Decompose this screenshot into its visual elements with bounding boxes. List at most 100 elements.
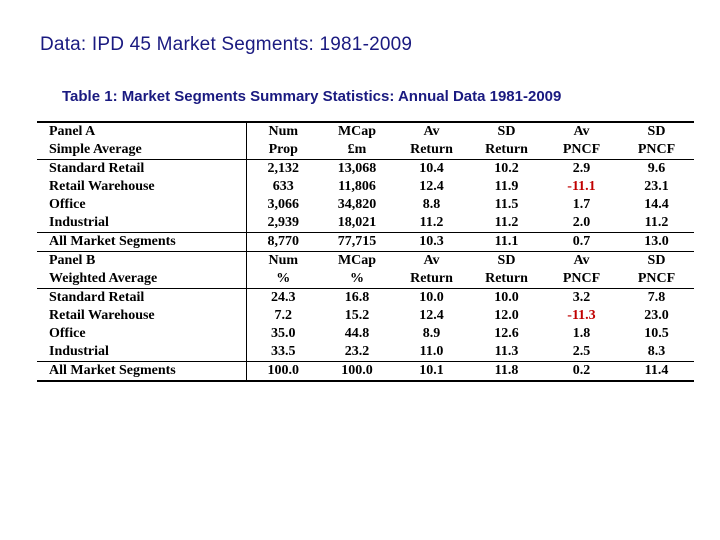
header-cell-value: Num xyxy=(245,121,320,141)
data-cell-value: 12.4 xyxy=(419,179,444,194)
header-cell-value: MCap xyxy=(320,121,394,141)
data-cell-value: 11.2 xyxy=(494,215,519,230)
data-cell-value: 11,806 xyxy=(338,179,376,194)
unit-cell-value: PNCF xyxy=(619,141,694,160)
total-cell-value: 11.8 xyxy=(469,361,544,381)
table-row: Office 3,066 34,820 8.8 11.5 1.7 14.4 xyxy=(37,196,694,214)
data-cell-value: 7.8 xyxy=(647,290,666,305)
data-cell-value: 7.2 xyxy=(245,307,320,325)
total-cell-value: 11.1 xyxy=(469,232,544,252)
data-cell-value: 13,068 xyxy=(337,161,377,176)
data-cell-label: Industrial xyxy=(49,215,109,230)
data-cell-value: 44.8 xyxy=(344,326,370,341)
data-cell-value: 3,066 xyxy=(245,196,320,214)
data-cell-value: 1.8 xyxy=(572,326,591,341)
data-cell-value: 12.0 xyxy=(494,308,519,323)
unit-cell-value: PNCF xyxy=(544,141,619,160)
total-cell-label: All Market Segments xyxy=(37,361,246,381)
data-cell-value: 11.0 xyxy=(419,344,444,359)
header-cell-value: Av xyxy=(544,121,619,141)
total-cell-value: 100.0 xyxy=(320,361,394,381)
data-cell-value: 14.4 xyxy=(644,197,669,212)
unit-cell-value: Return xyxy=(469,270,544,289)
unit-cell-value: Prop xyxy=(245,141,320,160)
panel-header-row: Panel A Num MCap Av SD Av SD xyxy=(37,121,694,141)
data-cell-label: Standard Retail xyxy=(49,290,145,305)
total-cell-value: 8,770 xyxy=(245,232,320,252)
unit-cell-value: PNCF xyxy=(544,270,619,289)
data-cell-label: Office xyxy=(49,197,86,212)
header-cell-value: SD xyxy=(469,121,544,141)
data-cell-value: 35.0 xyxy=(245,325,320,343)
data-cell-value: 8.8 xyxy=(422,197,441,212)
data-cell-value: 633 xyxy=(245,178,320,196)
data-cell-value: 12.6 xyxy=(494,326,519,341)
total-row: All Market Segments 8,770 77,715 10.3 11.1 0.… xyxy=(37,232,694,252)
data-cell-value: 10.5 xyxy=(644,326,669,341)
total-cell-value: 10.3 xyxy=(394,232,469,252)
data-cell-label: Retail Warehouse xyxy=(49,179,155,194)
header-cell-value: Av xyxy=(394,121,469,141)
total-cell-value: 0.2 xyxy=(544,361,619,381)
data-cell-value: 9.6 xyxy=(647,161,666,176)
total-cell-value: 11.4 xyxy=(619,361,694,381)
data-cell-value: 2.0 xyxy=(572,215,591,230)
data-cell-value: 11.3 xyxy=(494,344,519,359)
header-cell-label: Panel A xyxy=(37,121,246,141)
header-cell-value: SD xyxy=(619,251,694,270)
data-cell-label: Retail Warehouse xyxy=(49,308,155,323)
table-row: Industrial 33.5 23.2 11.0 11.3 2.5 8.3 xyxy=(37,343,694,362)
data-cell-value: 2,939 xyxy=(245,214,320,233)
data-cell-value: 34,820 xyxy=(337,197,377,212)
unit-cell-value: PNCF xyxy=(619,270,694,289)
data-cell-value: 15.2 xyxy=(344,308,370,323)
header-cell-value: SD xyxy=(469,251,544,270)
table-row: Retail Warehouse 7.2 15.2 12.4 12.0 -11.3 23.0 xyxy=(37,307,694,325)
header-cell-value: Num xyxy=(245,251,320,270)
unit-cell-value: Return xyxy=(469,141,544,160)
total-cell-value: 0.7 xyxy=(544,232,619,252)
data-cell-value: 3.2 xyxy=(572,290,591,305)
table-row: Office 35.0 44.8 8.9 12.6 1.8 10.5 xyxy=(37,325,694,343)
total-cell-value: 13.0 xyxy=(619,232,694,252)
header-cell-value: Av xyxy=(394,251,469,270)
panel-b: Panel B Num MCap Av SD Av SD Weighted Average%%… xyxy=(37,251,694,381)
data-cell-value: 10.0 xyxy=(494,290,519,305)
summary-statistics-table: Panel A Num MCap Av SD Av SD Simple Average Prop… xyxy=(37,121,694,382)
table-row: Standard Retail 2,132 13,068 10.4 10.2 2.9 9.6 xyxy=(37,159,694,178)
data-cell-value: 10.0 xyxy=(419,290,444,305)
data-cell-value: 23.1 xyxy=(644,179,669,194)
data-cell-value: 2.5 xyxy=(572,344,591,359)
header-cell-label: Panel B xyxy=(37,251,246,270)
table-caption: Table 1: Market Segments Summary Statist… xyxy=(62,88,562,105)
data-cell-value: 8.9 xyxy=(422,326,441,341)
header-cell-value: MCap xyxy=(320,251,394,270)
data-cell-value: -11.1 xyxy=(567,179,596,194)
data-cell-value: 24.3 xyxy=(245,288,320,307)
slide-title: Data: IPD 45 Market Segments: 1981-2009 xyxy=(40,34,413,55)
total-cell-value: 10.1 xyxy=(394,361,469,381)
data-cell-value: -11.3 xyxy=(567,308,596,323)
data-cell-value: 12.4 xyxy=(419,308,444,323)
data-cell-label: Office xyxy=(49,326,86,341)
panel-a: Panel A Num MCap Av SD Av SD Simple Average Prop… xyxy=(37,121,694,252)
total-cell-value: 77,715 xyxy=(320,232,394,252)
table-row: Retail Warehouse 633 11,806 12.4 11.9 -11.1 23… xyxy=(37,178,694,196)
header-cell-value: Av xyxy=(544,251,619,270)
unit-cell-value: % xyxy=(245,270,320,289)
unit-cell-label: Simple Average xyxy=(37,141,246,160)
data-cell-value: 23.2 xyxy=(344,344,370,359)
data-cell-value: 2,132 xyxy=(245,159,320,178)
header-cell-value: SD xyxy=(619,121,694,141)
data-cell-value: 10.4 xyxy=(419,161,444,176)
data-cell-value: 16.8 xyxy=(344,290,370,305)
unit-cell-value: Return xyxy=(394,270,469,289)
data-cell-value: 11.5 xyxy=(494,197,519,212)
data-cell-value: 18,021 xyxy=(337,215,377,230)
units-row: Simple Average Prop £m Return Return PNCF PNCF xyxy=(37,141,694,160)
unit-cell-value: Return xyxy=(394,141,469,160)
data-cell-value: 11.2 xyxy=(644,215,669,230)
table-row: Standard Retail 24.3 16.8 10.0 10.0 3.2 7.8 xyxy=(37,288,694,307)
data-cell-value: 11.9 xyxy=(494,179,519,194)
panel-header-row: Panel B Num MCap Av SD Av SD xyxy=(37,251,694,270)
